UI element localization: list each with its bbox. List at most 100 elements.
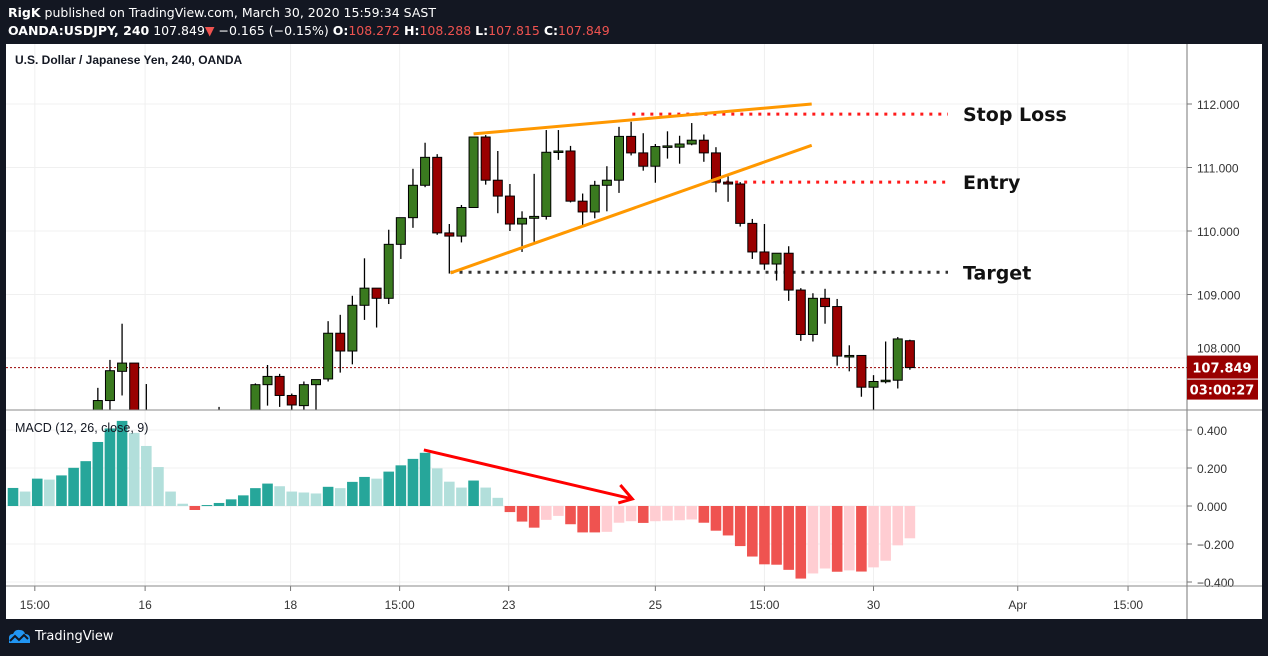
candle-body <box>868 380 879 388</box>
candle-body <box>359 287 370 306</box>
macd-bar <box>904 506 916 539</box>
open-label: O: <box>332 23 349 38</box>
macd-bar <box>371 478 382 506</box>
candle-body <box>565 150 576 202</box>
candle-body <box>698 139 709 154</box>
countdown-badge <box>1187 379 1258 400</box>
candle-body <box>553 150 564 153</box>
candle-body <box>638 152 649 167</box>
macd-bar <box>395 465 407 506</box>
candle-body <box>274 375 285 396</box>
level-label: Stop Loss <box>963 104 1067 126</box>
macd-bar <box>201 505 213 507</box>
macd-tick-label: −0.400 <box>1197 576 1234 590</box>
candle-body <box>456 207 467 237</box>
macd-bar <box>19 491 31 506</box>
close-value: 107.849 <box>558 23 610 38</box>
publish-info: RigK published on TradingView.com, March… <box>8 5 436 20</box>
candle-body <box>892 338 903 381</box>
macd-bar <box>213 502 225 506</box>
candle-body <box>820 297 831 308</box>
symbol-info: OANDA:USDJPY, 240 107.849▼ −0.165 (−0.15… <box>8 23 610 38</box>
trendline-lower <box>450 143 813 275</box>
macd-bar <box>807 506 819 574</box>
macd-bar <box>68 467 79 506</box>
macd-bar <box>892 506 904 546</box>
x-tick-label: 18 <box>284 598 298 612</box>
candle-body <box>517 217 528 225</box>
price-tick-label: 112.000 <box>1197 98 1240 112</box>
candles <box>92 121 915 411</box>
price-tick-label: 110.000 <box>1197 225 1240 239</box>
macd-bar <box>516 506 528 522</box>
macd-bar <box>880 506 891 561</box>
x-tick-label: 15:00 <box>749 598 779 612</box>
candle-body <box>904 340 915 369</box>
triangle-down-icon: ▼ <box>204 23 215 38</box>
macd-bar <box>177 503 188 506</box>
macd-bar <box>237 495 249 506</box>
macd-tick-label: 0.000 <box>1197 500 1227 514</box>
brand-name: TradingView <box>35 628 114 644</box>
price-tick-label: 109.000 <box>1197 289 1241 303</box>
candle-body <box>723 181 734 185</box>
macd-bar <box>189 506 201 510</box>
x-tick-label: 15:00 <box>20 598 50 612</box>
macd-bar <box>407 458 419 506</box>
candle-body <box>335 332 346 352</box>
price-axis[interactable] <box>1187 44 1262 587</box>
macd-bar <box>7 487 19 506</box>
macd-bar <box>577 506 588 533</box>
macd-bar <box>419 452 431 506</box>
candle-body <box>117 362 128 372</box>
macd-bar <box>698 506 710 523</box>
x-tick-label: 15:00 <box>1113 598 1143 612</box>
candle-body <box>323 332 334 380</box>
current-price-badge <box>1187 355 1258 379</box>
macd-bar <box>141 445 152 506</box>
macd-bar <box>456 487 467 506</box>
macd-bar <box>104 428 116 506</box>
x-tick-label: 25 <box>649 598 663 612</box>
macd-bar <box>298 492 310 506</box>
author-name: RigK <box>8 5 41 20</box>
candle-body <box>492 179 503 197</box>
macd-bar <box>674 506 685 521</box>
macd-bar <box>128 432 140 506</box>
pane-title: U.S. Dollar / Japanese Yen, 240, OANDA <box>15 53 243 67</box>
candle-body <box>795 289 806 336</box>
macd-bar <box>383 471 395 506</box>
candle-body <box>880 379 891 383</box>
macd-bar <box>868 506 879 568</box>
candle-body <box>250 384 261 411</box>
macd-bar <box>153 467 164 506</box>
price-change: −0.165 (−0.15%) <box>218 23 329 38</box>
macd-bar <box>286 491 298 506</box>
x-tick-label: 16 <box>138 598 152 612</box>
macd-bar <box>613 506 625 523</box>
macd-bar <box>553 506 564 516</box>
candle-body <box>286 394 297 406</box>
macd-bar <box>662 506 673 521</box>
candle-body <box>710 152 721 183</box>
tradingview-cloud-icon <box>9 629 30 643</box>
candle-body <box>383 243 394 299</box>
macd-bar <box>225 499 237 506</box>
macd-bar <box>795 506 807 579</box>
tradingview-logo[interactable]: TradingView <box>7 628 114 644</box>
macd-bar <box>56 475 67 506</box>
macd-bar <box>444 481 455 506</box>
high-value: 108.288 <box>419 23 472 38</box>
x-tick-label: 15:00 <box>385 598 415 612</box>
macd-bar <box>747 506 758 557</box>
candle-body <box>444 232 455 237</box>
macd-bar <box>528 506 540 528</box>
macd-bar <box>274 486 285 506</box>
macd-bar <box>856 506 867 572</box>
open-value: 108.272 <box>348 23 401 38</box>
candle-body <box>529 215 540 219</box>
macd-bar <box>468 480 479 506</box>
candle-body <box>129 362 140 411</box>
x-tick-label: 30 <box>867 598 881 612</box>
